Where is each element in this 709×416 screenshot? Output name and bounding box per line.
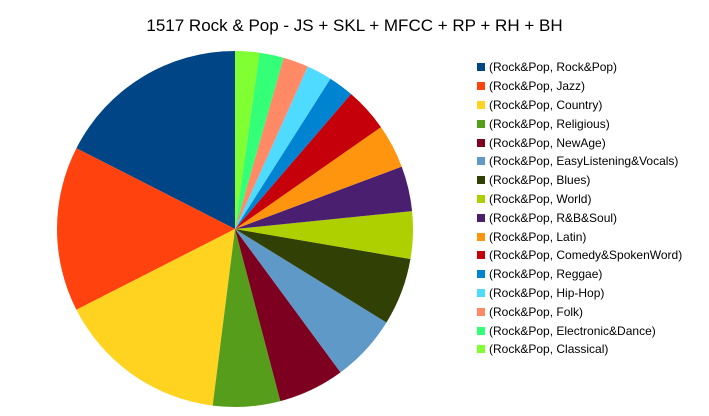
- pie-slice: [235, 229, 411, 323]
- legend-item: (Rock&Pop, Rock&Pop): [477, 58, 709, 77]
- legend-label: (Rock&Pop, World): [489, 191, 592, 206]
- legend: (Rock&Pop, Rock&Pop) (Rock&Pop, Jazz) (Roc…: [477, 58, 709, 359]
- legend-label: (Rock&Pop, Jazz): [489, 79, 586, 94]
- legend-label: (Rock&Pop, Electronic&Dance): [489, 323, 656, 338]
- legend-swatch: [477, 100, 485, 109]
- pie-slice: [56, 148, 235, 310]
- legend-swatch: [477, 251, 485, 260]
- pie-slice: [235, 229, 387, 373]
- legend-swatch: [477, 345, 485, 354]
- legend-swatch: [477, 232, 485, 241]
- legend-item: (Rock&Pop, Latin): [477, 227, 709, 246]
- pie-slice: [212, 229, 281, 408]
- legend-label: (Rock&Pop, EasyListening&Vocals): [489, 154, 679, 169]
- legend-swatch: [477, 326, 485, 335]
- legend-label: (Rock&Pop, Country): [489, 97, 603, 112]
- legend-item: (Rock&Pop, R&B&Soul): [477, 208, 709, 227]
- pie-slice: [235, 166, 413, 229]
- legend-label: (Rock&Pop, Latin): [489, 229, 587, 244]
- legend-label: (Rock&Pop, NewAge): [489, 135, 606, 150]
- pie-slice: [235, 127, 402, 229]
- legend-swatch: [477, 157, 485, 166]
- legend-label: (Rock&Pop, Comedy&SpokenWord): [489, 248, 683, 263]
- pie-slice: [235, 94, 381, 229]
- legend-swatch: [477, 138, 485, 147]
- legend-swatch: [477, 270, 485, 279]
- pie-slice: [235, 229, 341, 402]
- pie-slice: [76, 229, 236, 406]
- legend-item: (Rock&Pop, Folk): [477, 302, 709, 321]
- legend-item: (Rock&Pop, Electronic&Dance): [477, 321, 709, 340]
- chart-title: 1517 Rock & Pop - JS + SKL + MFCC + RP +…: [146, 16, 563, 35]
- legend-label: (Rock&Pop, Reggae): [489, 267, 603, 282]
- legend-item: (Rock&Pop, Country): [477, 96, 709, 115]
- legend-item: (Rock&Pop, Classical): [477, 340, 709, 359]
- legend-label: (Rock&Pop, Hip-Hop): [489, 285, 605, 300]
- legend-swatch: [477, 307, 485, 316]
- pie-slice: [235, 66, 331, 229]
- legend-item: (Rock&Pop, World): [477, 190, 709, 209]
- legend-item: (Rock&Pop, Hip-Hop): [477, 284, 709, 303]
- legend-label: (Rock&Pop, R&B&Soul): [489, 210, 618, 225]
- legend-label: (Rock&Pop, Folk): [489, 304, 584, 319]
- legend-label: (Rock&Pop, Blues): [489, 173, 591, 188]
- pie-slice: [235, 51, 260, 229]
- legend-label: (Rock&Pop, Religious): [489, 116, 610, 131]
- pie-slice: [235, 78, 352, 230]
- legend-swatch: [477, 213, 485, 222]
- pie-slice: [76, 51, 236, 229]
- legend-label: (Rock&Pop, Rock&Pop): [489, 60, 618, 75]
- legend-swatch: [477, 63, 485, 72]
- pie-slices: [56, 51, 413, 408]
- legend-item: (Rock&Pop, Blues): [477, 171, 709, 190]
- legend-swatch: [477, 119, 485, 128]
- legend-swatch: [477, 288, 485, 297]
- legend-item: (Rock&Pop, Reggae): [477, 265, 709, 284]
- legend-item: (Rock&Pop, NewAge): [477, 133, 709, 152]
- legend-swatch: [477, 194, 485, 203]
- pie-slice: [235, 52, 284, 230]
- legend-item: (Rock&Pop, Jazz): [477, 77, 709, 96]
- legend-label: (Rock&Pop, Classical): [489, 342, 609, 357]
- legend-swatch: [477, 82, 485, 91]
- pie-slice: [235, 57, 308, 230]
- legend-item: (Rock&Pop, EasyListening&Vocals): [477, 152, 709, 171]
- legend-swatch: [477, 176, 485, 185]
- legend-item: (Rock&Pop, Comedy&SpokenWord): [477, 246, 709, 265]
- legend-item: (Rock&Pop, Religious): [477, 114, 709, 133]
- pie-slice: [235, 211, 413, 260]
